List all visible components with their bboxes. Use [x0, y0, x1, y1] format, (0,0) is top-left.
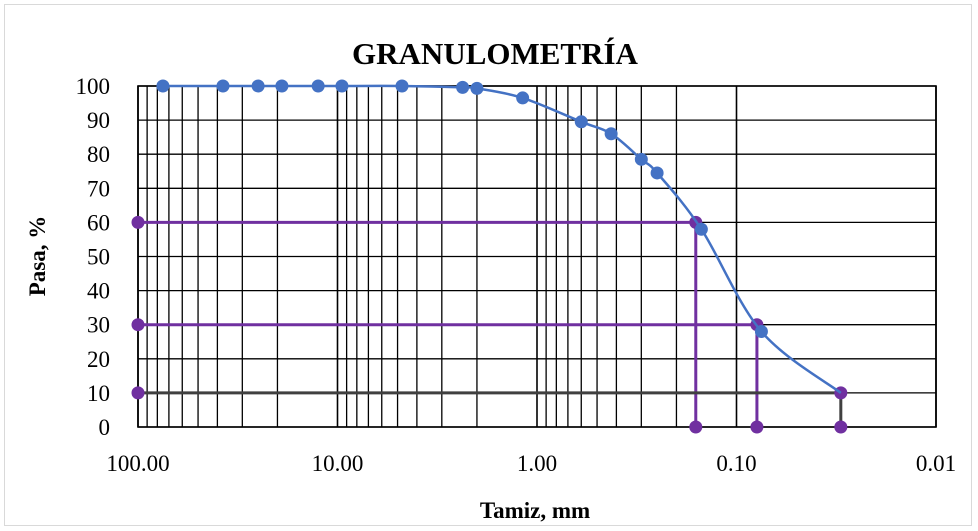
x-axis-title: Tamiz, mm: [480, 498, 590, 523]
data-point: [604, 127, 618, 141]
data-point: [216, 79, 230, 93]
reference-point-axis: [131, 318, 145, 332]
y-tick-label: 40: [87, 279, 110, 304]
data-point: [335, 79, 349, 93]
data-point: [470, 81, 484, 95]
reference-point-base: [689, 420, 703, 434]
data-point: [251, 79, 265, 93]
y-tick-label: 10: [87, 381, 110, 406]
x-tick-labels: 100.00 10.00 1.00 0.10 0.01: [106, 451, 956, 476]
data-point: [516, 91, 530, 105]
data-point: [694, 222, 708, 236]
y-tick-label: 70: [87, 176, 110, 201]
reference-point-base: [834, 420, 848, 434]
data-point: [650, 166, 664, 180]
plot-border: [137, 85, 937, 428]
y-tick-label: 90: [87, 108, 110, 133]
data-point: [456, 80, 470, 94]
x-tick-label: 0.10: [716, 451, 756, 476]
reference-point-axis: [131, 386, 145, 400]
data-point: [574, 115, 588, 129]
data-point: [156, 79, 170, 93]
reference-point-axis: [131, 215, 145, 229]
chart-title: GRANULOMETRÍA: [352, 36, 639, 71]
reference-point-base: [750, 420, 764, 434]
reference-lines: [131, 215, 848, 434]
data-point: [754, 325, 768, 339]
x-tick-label: 1.00: [517, 451, 557, 476]
data-series: [156, 79, 842, 394]
y-tick-label: 20: [87, 347, 110, 372]
y-tick-label: 50: [87, 245, 110, 270]
x-tick-label: 10.00: [312, 451, 364, 476]
data-point: [395, 79, 409, 93]
reference-line: [138, 323, 759, 427]
grid: [137, 85, 937, 428]
series-line: [162, 84, 842, 394]
x-tick-label: 100.00: [106, 451, 169, 476]
data-point: [275, 79, 289, 93]
y-tick-label: 60: [87, 210, 110, 235]
y-tick-label: 80: [87, 142, 110, 167]
y-tick-label: 0: [99, 415, 111, 440]
x-tick-label: 0.01: [916, 451, 956, 476]
y-tick-label: 30: [87, 313, 110, 338]
y-axis-title: Pasa, %: [25, 216, 50, 297]
data-point: [634, 152, 648, 166]
y-tick-label: 100: [76, 74, 111, 99]
y-tick-labels: 0 10 20 30 40 50 60 70 80 90 100: [76, 74, 111, 440]
data-point: [311, 79, 325, 93]
reference-line: [138, 391, 843, 427]
